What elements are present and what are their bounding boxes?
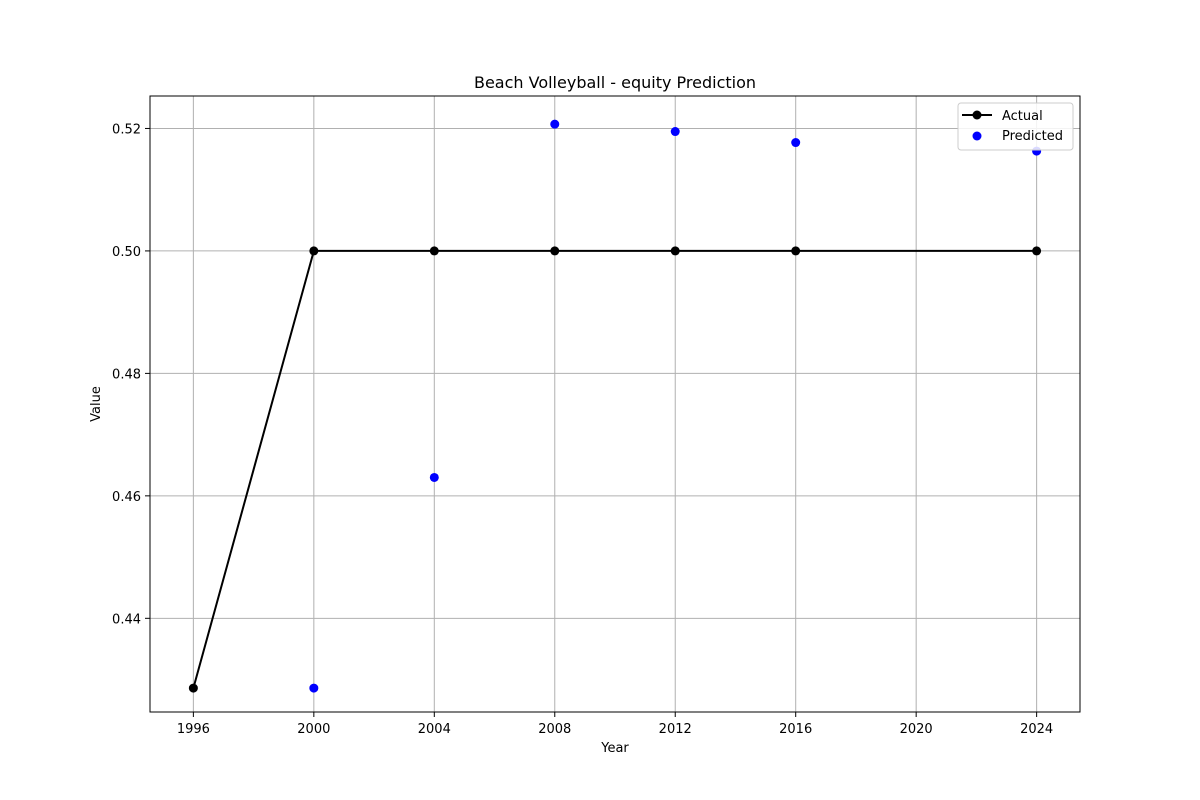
x-tick-label: 1996 bbox=[177, 722, 210, 737]
chart-title: Beach Volleyball - equity Prediction bbox=[474, 73, 756, 92]
series-predicted-point bbox=[550, 119, 560, 129]
x-tick-label: 2008 bbox=[538, 722, 571, 737]
x-axis-label: Year bbox=[600, 741, 629, 756]
y-tick-label: 0.52 bbox=[112, 122, 141, 137]
y-axis: 0.44 0.46 0.48 0.50 0.52 bbox=[112, 122, 150, 627]
series-predicted-point bbox=[309, 683, 319, 693]
series-predicted-point bbox=[670, 127, 680, 137]
series-predicted-point bbox=[429, 472, 439, 482]
legend-actual-label: Actual bbox=[1002, 109, 1043, 124]
x-tick-label: 2000 bbox=[297, 722, 330, 737]
x-axis: 1996 2000 2004 2008 2012 2016 2020 2024 bbox=[177, 712, 1053, 737]
grid bbox=[150, 96, 1080, 712]
series-actual-point bbox=[791, 246, 801, 256]
legend-actual-marker bbox=[972, 110, 982, 120]
legend-predicted-marker bbox=[972, 131, 982, 141]
x-tick-label: 2012 bbox=[659, 722, 692, 737]
legend: Actual Predicted bbox=[957, 102, 1074, 151]
y-tick-label: 0.44 bbox=[112, 612, 141, 627]
x-tick-label: 2016 bbox=[779, 722, 812, 737]
series-predicted-point bbox=[791, 138, 801, 148]
y-tick-label: 0.50 bbox=[112, 245, 141, 260]
series-actual-point bbox=[429, 246, 439, 256]
series-actual-point bbox=[309, 246, 319, 256]
series-actual-point bbox=[670, 246, 680, 256]
y-tick-label: 0.46 bbox=[112, 490, 141, 505]
series-actual-point bbox=[1032, 246, 1042, 256]
axes-frame bbox=[149, 95, 1081, 713]
y-tick-label: 0.48 bbox=[112, 367, 141, 382]
legend-predicted-label: Predicted bbox=[1002, 129, 1063, 144]
series-actual-point bbox=[550, 246, 560, 256]
x-tick-label: 2004 bbox=[418, 722, 451, 737]
x-tick-label: 2024 bbox=[1020, 722, 1053, 737]
series-actual-point bbox=[188, 683, 198, 693]
x-tick-label: 2020 bbox=[900, 722, 933, 737]
y-axis-label: Value bbox=[89, 386, 104, 422]
